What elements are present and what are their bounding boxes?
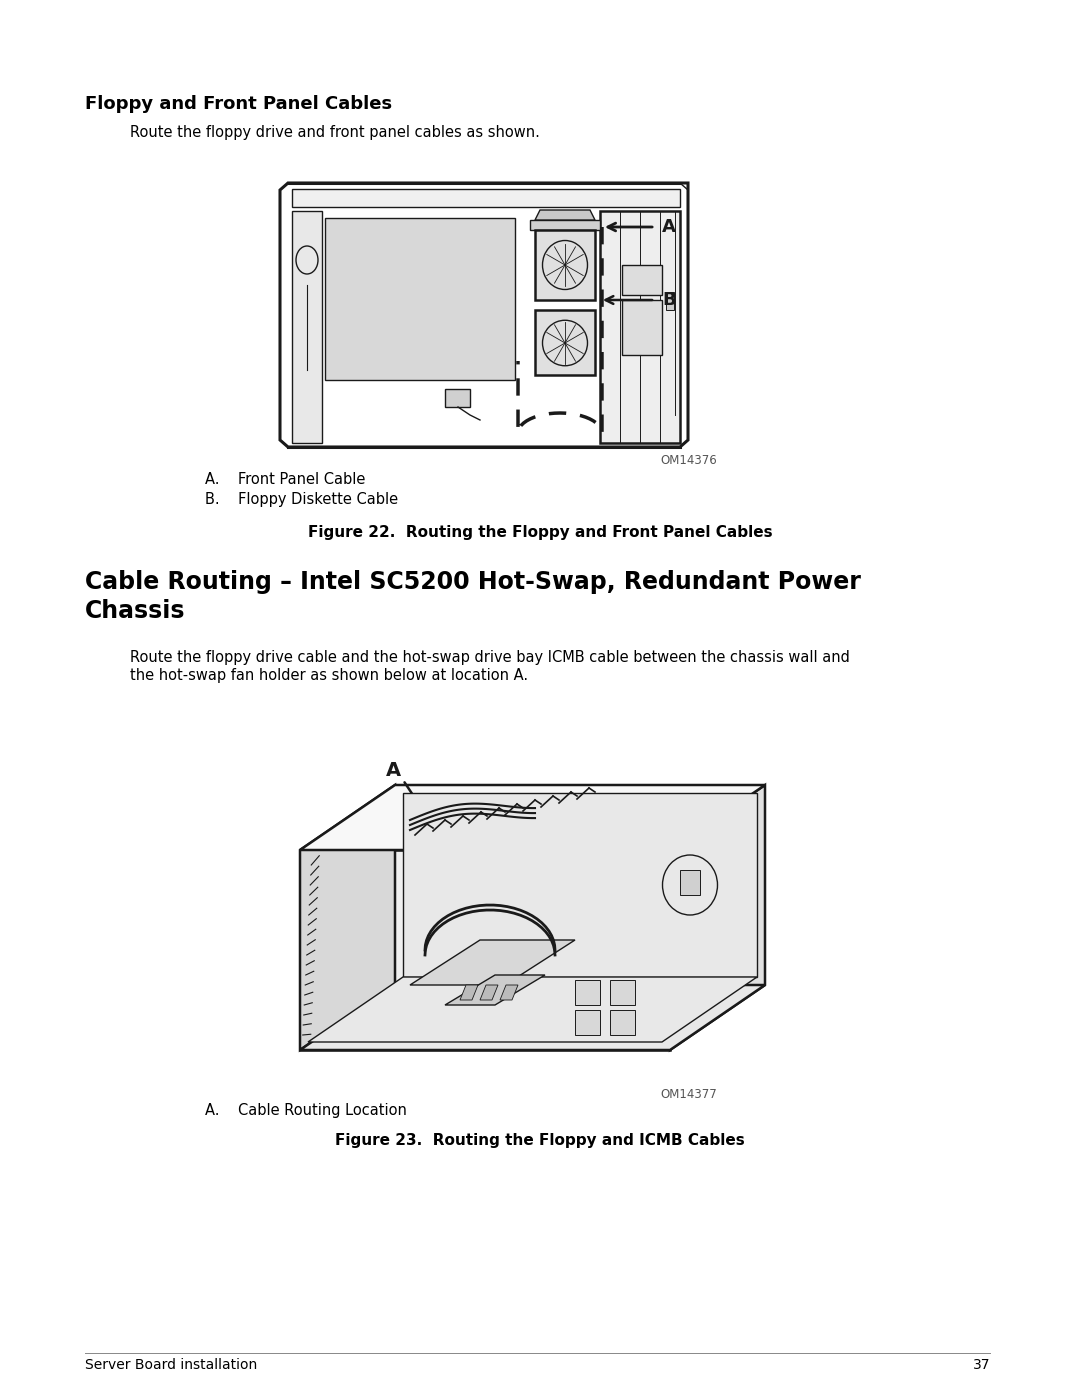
Bar: [575, 981, 600, 1004]
Bar: [292, 189, 680, 207]
Polygon shape: [535, 210, 595, 219]
Text: 37: 37: [972, 1358, 990, 1372]
Text: Floppy and Front Panel Cables: Floppy and Front Panel Cables: [85, 95, 392, 113]
Text: A: A: [386, 761, 401, 781]
Text: Figure 22.  Routing the Floppy and Front Panel Cables: Figure 22. Routing the Floppy and Front …: [308, 525, 772, 541]
Bar: [600, 211, 680, 443]
Polygon shape: [480, 985, 498, 1000]
Polygon shape: [500, 985, 518, 1000]
Text: the hot-swap fan holder as shown below at location A.: the hot-swap fan holder as shown below a…: [130, 668, 528, 683]
Bar: [535, 310, 595, 374]
Bar: [680, 870, 700, 895]
Text: B.    Floppy Diskette Cable: B. Floppy Diskette Cable: [205, 492, 399, 507]
Text: A: A: [662, 218, 676, 236]
Text: Route the floppy drive cable and the hot-swap drive bay ICMB cable between the c: Route the floppy drive cable and the hot…: [130, 650, 850, 665]
Bar: [535, 231, 595, 300]
Text: A.    Front Panel Cable: A. Front Panel Cable: [205, 472, 365, 488]
Text: OM14376: OM14376: [660, 454, 717, 467]
Polygon shape: [280, 183, 688, 447]
Polygon shape: [300, 849, 670, 1051]
Text: Server Board installation: Server Board installation: [85, 1358, 257, 1372]
Bar: [292, 211, 322, 443]
Polygon shape: [403, 793, 757, 977]
Polygon shape: [300, 785, 395, 1051]
Polygon shape: [410, 940, 575, 985]
Text: Cable Routing – Intel SC5200 Hot-Swap, Redundant Power
Chassis: Cable Routing – Intel SC5200 Hot-Swap, R…: [85, 570, 861, 623]
Bar: [575, 1010, 600, 1035]
Text: A.    Cable Routing Location: A. Cable Routing Location: [205, 1104, 407, 1118]
Polygon shape: [460, 985, 478, 1000]
Polygon shape: [300, 985, 765, 1051]
Bar: [622, 265, 662, 295]
Polygon shape: [530, 219, 600, 231]
Bar: [325, 218, 515, 380]
Polygon shape: [445, 975, 545, 1004]
Bar: [445, 388, 470, 407]
Text: Route the floppy drive and front panel cables as shown.: Route the floppy drive and front panel c…: [130, 124, 540, 140]
Text: Figure 23.  Routing the Floppy and ICMB Cables: Figure 23. Routing the Floppy and ICMB C…: [335, 1133, 745, 1148]
Bar: [622, 300, 662, 355]
Polygon shape: [670, 785, 765, 1051]
Bar: [610, 981, 635, 1004]
Polygon shape: [308, 977, 757, 1042]
Bar: [610, 1010, 635, 1035]
Text: OM14377: OM14377: [660, 1088, 717, 1101]
Polygon shape: [300, 785, 765, 849]
Text: B: B: [662, 291, 676, 309]
Bar: [666, 292, 674, 310]
